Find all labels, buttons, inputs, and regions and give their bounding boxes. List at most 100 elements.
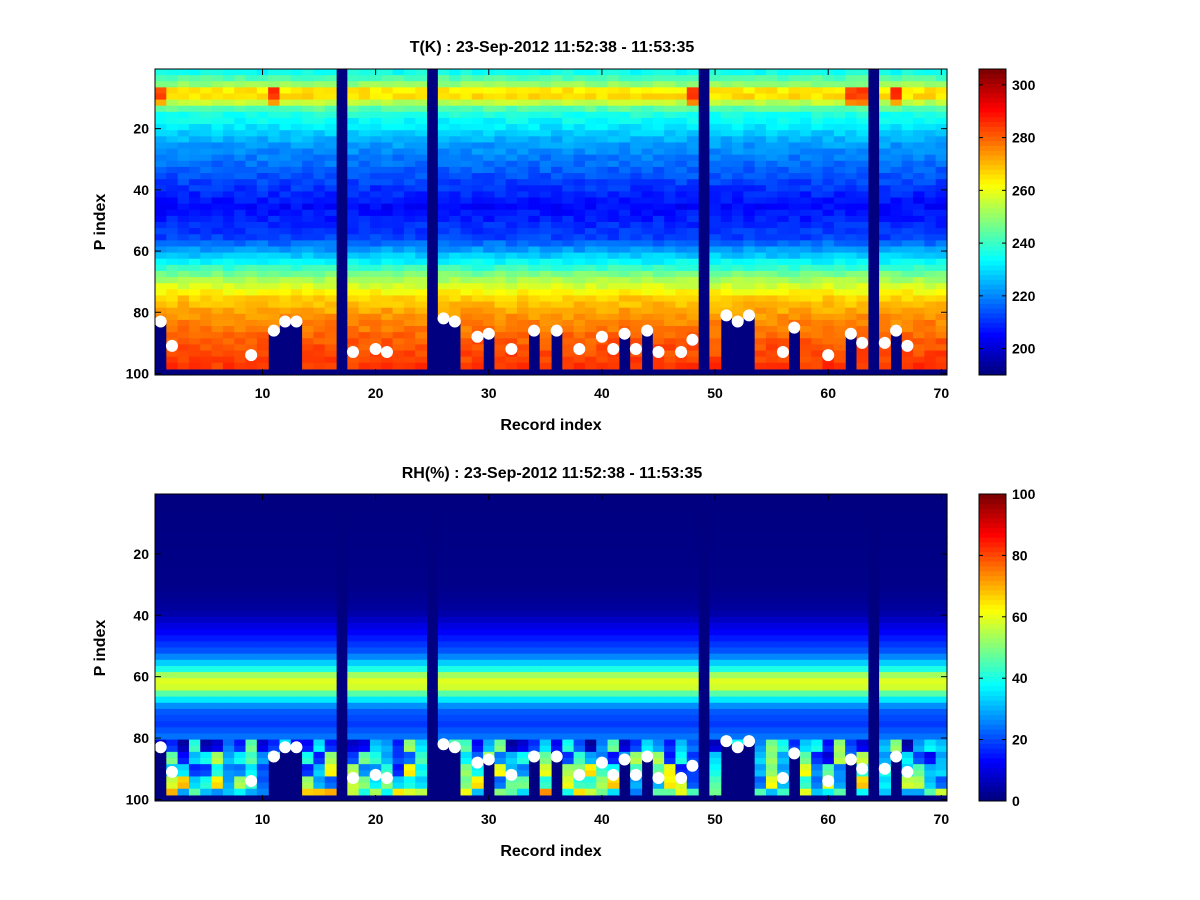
- heatmap-cell: [822, 93, 835, 101]
- heatmap-cell: [222, 295, 235, 303]
- heatmap-cell: [234, 344, 247, 352]
- heatmap-cell: [256, 246, 269, 254]
- heatmap-cell: [188, 610, 201, 618]
- heatmap-cell: [403, 332, 416, 339]
- heatmap-cell: [211, 173, 224, 180]
- heatmap-cell: [392, 240, 405, 248]
- heatmap-cell: [392, 307, 405, 315]
- heatmap-cell: [200, 751, 213, 759]
- heatmap-cell: [630, 338, 643, 345]
- heatmap-cell: [188, 635, 201, 642]
- heatmap-cell: [437, 696, 450, 704]
- heatmap-cell: [188, 258, 201, 266]
- heatmap-cell: [460, 81, 473, 88]
- heatmap-cell: [256, 197, 269, 205]
- heatmap-cell: [517, 721, 529, 728]
- heatmap-cell: [630, 124, 643, 131]
- heatmap-cell: [245, 240, 258, 248]
- heatmap-cell: [607, 136, 620, 144]
- heatmap-cell: [471, 154, 484, 162]
- heatmap-cell: [460, 555, 473, 563]
- heatmap-cell: [664, 124, 677, 131]
- heatmap-cell: [415, 240, 428, 248]
- heatmap-cell: [471, 512, 484, 520]
- heatmap-cell: [754, 362, 767, 370]
- heatmap-cell: [562, 136, 575, 144]
- heatmap-cell: [483, 549, 496, 556]
- heatmap-cell: [177, 622, 190, 630]
- heatmap-cell: [754, 295, 767, 303]
- heatmap-cell: [743, 203, 756, 211]
- heatmap-cell: [222, 283, 235, 290]
- heatmap-cell: [324, 702, 337, 710]
- heatmap-cell: [607, 105, 620, 113]
- heatmap-cell: [415, 209, 428, 217]
- heatmap-cell: [234, 326, 247, 333]
- heatmap-cell: [811, 240, 824, 248]
- heatmap-cell: [279, 124, 292, 131]
- heatmap-cell: [437, 69, 450, 76]
- heatmap-cell: [686, 356, 699, 364]
- heatmap-cell: [347, 708, 360, 716]
- heatmap-cell: [822, 252, 835, 260]
- heatmap-cell: [460, 130, 473, 137]
- heatmap-cell: [392, 93, 405, 101]
- heatmap-cell: [392, 81, 405, 88]
- heatmap-cell: [313, 518, 326, 526]
- heatmap-cell: [505, 148, 518, 156]
- heatmap-cell: [935, 295, 948, 303]
- heatmap-cell: [200, 678, 213, 685]
- heatmap-cell: [313, 130, 326, 137]
- heatmap-cell: [324, 641, 337, 649]
- heatmap-cell: [483, 530, 496, 538]
- heatmap-cell: [302, 782, 314, 790]
- heatmap-cell: [415, 536, 428, 544]
- heatmap-cell: [324, 252, 337, 260]
- heatmap-cell: [302, 222, 314, 229]
- heatmap-cell: [279, 629, 292, 636]
- heatmap-cell: [913, 160, 925, 168]
- heatmap-cell: [630, 283, 643, 290]
- heatmap-cell: [177, 350, 190, 358]
- heatmap-cell: [517, 500, 529, 507]
- heatmap-cell: [788, 173, 801, 180]
- heatmap-cell: [200, 788, 213, 796]
- heatmap-cell: [177, 338, 190, 345]
- heatmap-cell: [664, 160, 677, 168]
- heatmap-cell: [437, 295, 450, 303]
- heatmap-cell: [901, 99, 914, 107]
- heatmap-cell: [358, 721, 371, 728]
- heatmap-cell: [290, 647, 303, 655]
- heatmap-cell: [211, 301, 224, 309]
- heatmap-cell: [403, 751, 416, 759]
- heatmap-cell: [234, 524, 247, 532]
- heatmap-cell: [528, 124, 541, 131]
- heatmap-cell: [415, 702, 428, 710]
- colorbar-segment: [979, 222, 1006, 228]
- heatmap-cell: [313, 154, 326, 162]
- heatmap-cell: [539, 234, 552, 241]
- heatmap-cell: [302, 344, 314, 352]
- heatmap-cell: [618, 313, 631, 321]
- heatmap-cell: [743, 124, 756, 131]
- heatmap-cell: [200, 295, 213, 303]
- heatmap-cell: [460, 313, 473, 321]
- heatmap-cell: [392, 555, 405, 563]
- heatmap-cell: [799, 313, 812, 321]
- colorbar-segment: [979, 279, 1006, 285]
- surface-marker: [878, 336, 891, 349]
- heatmap-cell: [256, 653, 269, 661]
- heatmap-cell: [177, 228, 190, 235]
- heatmap-cell: [155, 647, 167, 655]
- heatmap-cell: [245, 209, 258, 217]
- heatmap-cell: [890, 289, 903, 297]
- heatmap-cell: [177, 567, 190, 575]
- colorbar-tick-label: 260: [1012, 182, 1036, 198]
- heatmap-cell: [155, 561, 167, 569]
- heatmap-cell: [347, 362, 360, 370]
- heatmap-cell: [188, 166, 201, 174]
- heatmap-cell: [415, 665, 428, 673]
- heatmap-cell: [200, 350, 213, 358]
- heatmap-cell: [403, 592, 416, 599]
- heatmap-cell: [279, 696, 292, 704]
